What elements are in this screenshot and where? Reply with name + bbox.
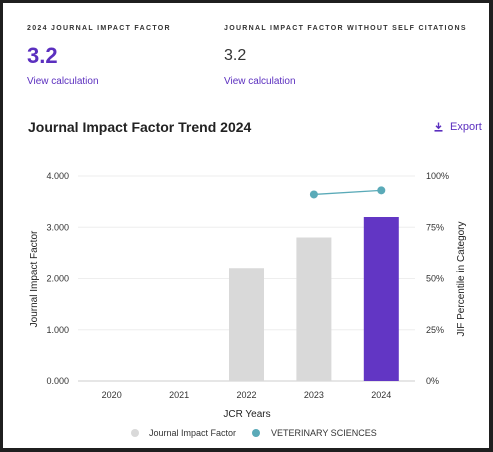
export-button[interactable]: Export [434, 121, 482, 133]
bar-2022 [229, 268, 264, 381]
bar-2023 [296, 237, 332, 381]
jif-label: 2024 JOURNAL IMPACT FACTOR [27, 25, 171, 32]
y-right-axis-title: JIF Percentile in Category [456, 221, 467, 336]
jif-trend-chart: 0.000 1.000 2.000 3.000 4.000 0% 25% 50% 75% 100%… [29, 171, 467, 438]
y-axis-title: Journal Impact Factor [29, 230, 40, 327]
x-tick-label: 2024 [371, 390, 391, 400]
legend-label-category: VETERINARY SCIENCES [271, 428, 377, 438]
y-tick-label: 1.000 [46, 325, 69, 335]
y-tick-label: 2.000 [46, 274, 69, 284]
y-right-tick-label: 100% [426, 171, 449, 181]
y-tick-label: 0.000 [46, 376, 69, 386]
x-tick-label: 2022 [236, 390, 256, 400]
jif-without-self-view-calculation-link[interactable]: View calculation [224, 76, 296, 87]
percentile-point-2023 [309, 190, 318, 199]
x-tick-label: 2021 [169, 390, 189, 400]
legend-swatch-jif [131, 429, 139, 437]
trend-title: Journal Impact Factor Trend 2024 [28, 119, 252, 135]
jif-value: 3.2 [27, 43, 58, 68]
y-right-tick-label: 25% [426, 325, 444, 335]
export-label: Export [450, 121, 482, 133]
legend-swatch-category [252, 429, 260, 437]
percentile-point-2024 [377, 186, 386, 195]
x-axis-title: JCR Years [223, 409, 270, 420]
download-icon [434, 122, 443, 132]
jif-without-self-label: JOURNAL IMPACT FACTOR WITHOUT SELF CITAT… [224, 25, 467, 32]
y-tick-label: 4.000 [46, 171, 69, 181]
jif-card: 2024 JOURNAL IMPACT FACTOR 3.2 View calc… [3, 3, 489, 448]
legend-label-jif: Journal Impact Factor [149, 428, 236, 438]
x-tick-label: 2020 [102, 390, 122, 400]
y-tick-label: 3.000 [46, 222, 69, 232]
y-right-tick-label: 75% [426, 222, 444, 232]
y-right-tick-label: 0% [426, 376, 439, 386]
x-tick-label: 2023 [304, 390, 324, 400]
bar-2024 [363, 217, 399, 381]
percentile-line [313, 189, 382, 196]
jif-view-calculation-link[interactable]: View calculation [27, 76, 99, 87]
jif-without-self-value: 3.2 [224, 47, 247, 64]
y-right-tick-label: 50% [426, 274, 444, 284]
